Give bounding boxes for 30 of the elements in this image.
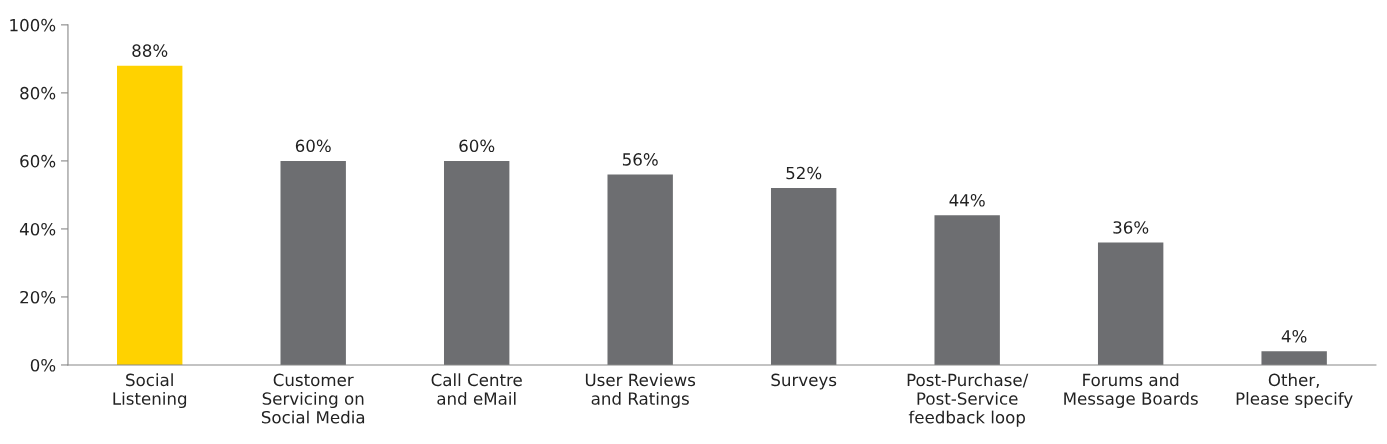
x-tick-label: Surveys	[771, 373, 837, 390]
data-label: 88%	[132, 44, 168, 57]
x-tick-label: Post-Purchase/ Post-Service feedback loop	[907, 373, 1029, 427]
bar	[770, 188, 837, 365]
bar	[1097, 242, 1164, 365]
x-tick-label: Forums and Message Boards	[1064, 373, 1198, 409]
bar	[607, 174, 673, 365]
x-tick-label: Call Centre and eMail	[431, 373, 522, 405]
bar	[1261, 351, 1327, 365]
data-label: 56%	[622, 153, 658, 166]
data-label: 60%	[295, 139, 331, 153]
bar	[444, 160, 510, 365]
y-tick-label: 100%	[10, 18, 56, 32]
bar	[280, 160, 346, 365]
bar	[934, 215, 1000, 365]
x-tick-label: User Reviews and Ratings	[585, 373, 696, 409]
y-tick-label: 40%	[19, 222, 56, 236]
data-label: 4%	[1281, 329, 1307, 343]
data-label: 44%	[949, 193, 985, 207]
data-label: 60%	[459, 139, 495, 153]
y-tick-label: 80%	[20, 86, 56, 100]
y-tick-label: 60%	[20, 154, 56, 168]
data-label: 52%	[786, 166, 822, 180]
x-tick-label: Other, Please specify	[1236, 373, 1353, 409]
data-label: 36%	[1113, 221, 1149, 234]
y-tick-label: 20%	[20, 290, 56, 304]
x-tick-label: Customer Servicing on Social Media	[261, 373, 365, 424]
x-tick-label: Social Listening	[113, 373, 187, 409]
bar	[117, 65, 183, 365]
y-tick-label: 0%	[30, 358, 56, 372]
